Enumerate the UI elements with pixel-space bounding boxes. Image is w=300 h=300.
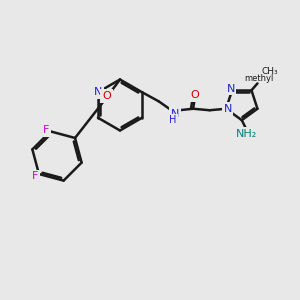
Text: NH₂: NH₂	[236, 129, 257, 139]
Text: H: H	[169, 115, 177, 125]
Text: F: F	[43, 125, 49, 135]
Text: N: N	[171, 109, 179, 119]
Text: N: N	[224, 104, 232, 114]
Text: O: O	[102, 91, 111, 101]
Text: O: O	[190, 90, 199, 100]
Text: CH₃: CH₃	[262, 67, 279, 76]
Text: F: F	[32, 171, 39, 182]
Text: N: N	[226, 84, 235, 94]
Text: methyl: methyl	[244, 74, 274, 83]
Text: N: N	[94, 87, 102, 97]
